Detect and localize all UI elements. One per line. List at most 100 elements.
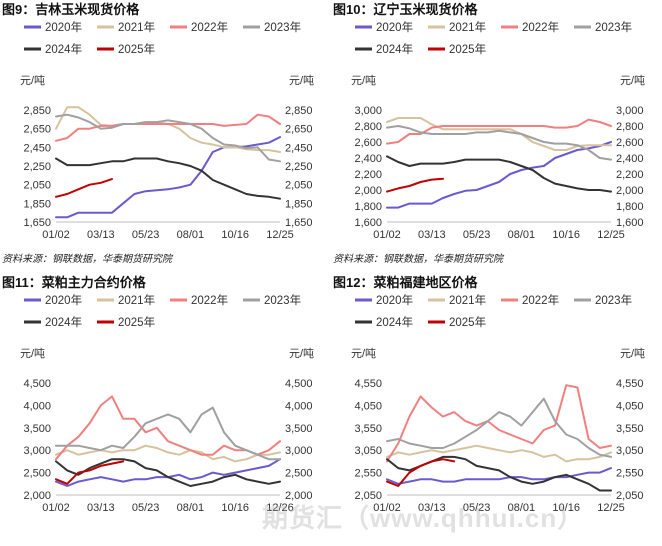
y-tick-label-left: 1,600 [354, 217, 382, 229]
chart-panel-rapeseed-meal-fujian: 图12：菜粕福建地区价格 2020年 2021年 2022年 2023年 2024年 202… [331, 273, 662, 546]
x-tick-label: 12/25 [597, 502, 625, 514]
y-axis-unit-right: 元/吨 [289, 74, 314, 87]
y-tick-label-right: 4,000 [285, 400, 313, 412]
source-note: 资料来源：钢联数据，华泰期货研究院 [333, 253, 505, 265]
x-tick-label: 10/16 [221, 502, 249, 514]
y-tick-label-right: 2,650 [285, 124, 313, 136]
y-tick-label-left: 3,500 [23, 423, 51, 435]
legend-label: 2021年 [449, 20, 486, 34]
y-tick-label-left: 2,850 [23, 105, 51, 117]
y-tick-label-right: 2,050 [285, 180, 313, 192]
chart-svg: 图10：辽宁玉米现货价格 2020年 2021年 2022年 2023年 2024年 202… [333, 2, 645, 265]
series-line-2020年 [55, 458, 281, 487]
series-line-2022年 [55, 395, 281, 461]
series-line-2021年 [386, 117, 612, 151]
y-tick-label-right: 2,250 [285, 161, 313, 173]
y-tick-label-left: 2,050 [23, 180, 51, 192]
x-tick-label: 01/02 [373, 229, 401, 241]
y-tick-label-right: 4,050 [616, 400, 644, 412]
y-tick-label-right: 2,450 [285, 142, 313, 154]
series-line-2023年 [55, 113, 281, 163]
y-tick-label-left: 2,050 [354, 490, 382, 502]
legend-label: 2023年 [595, 20, 632, 34]
y-tick-label-left: 2,400 [354, 153, 382, 165]
series-line-2023年 [386, 125, 612, 161]
legend-label: 2024年 [45, 42, 82, 56]
series-line-2024年 [55, 157, 281, 200]
y-tick-label-right: 3,000 [285, 445, 313, 457]
y-tick-label-left: 3,000 [354, 105, 382, 117]
y-tick-label-left: 2,000 [354, 185, 382, 197]
y-tick-label-right: 1,850 [285, 198, 313, 210]
series-line-2021年 [55, 444, 281, 463]
legend-label: 2020年 [376, 293, 413, 307]
x-tick-label: 12/26 [266, 502, 294, 514]
x-tick-label: 05/23 [132, 502, 160, 514]
x-tick-label: 12/25 [266, 229, 294, 241]
x-tick-label: 03/13 [418, 502, 446, 514]
x-tick-label: 03/13 [87, 229, 115, 241]
y-axis-unit-left: 元/吨 [20, 74, 45, 87]
y-tick-label-left: 4,550 [354, 378, 382, 390]
x-tick-label: 05/23 [463, 229, 491, 241]
legend-label: 2022年 [522, 293, 559, 307]
legend-label: 2022年 [191, 293, 228, 307]
y-tick-label-right: 4,500 [285, 378, 313, 390]
legend-label: 2021年 [449, 293, 486, 307]
y-tick-label-left: 2,800 [354, 121, 382, 133]
y-tick-label-left: 2,000 [23, 490, 51, 502]
legend-label: 2024年 [376, 42, 413, 56]
y-tick-label-right: 3,500 [285, 423, 313, 435]
watermark: 期货汇（www.qhhui.cn） [262, 503, 585, 533]
x-tick-label: 03/13 [87, 502, 115, 514]
series-line-2025年 [386, 177, 444, 193]
chart-svg: 图11：菜粕主力合约价格 2020年 2021年 2022年 2023年 2024年 202… [2, 275, 314, 514]
legend-label: 2020年 [45, 293, 82, 307]
series-line-2020年 [386, 141, 612, 209]
legend-label: 2023年 [264, 20, 301, 34]
y-tick-label-left: 1,650 [23, 217, 51, 229]
series-line-2022年 [386, 118, 612, 145]
y-axis-unit-right: 元/吨 [289, 347, 314, 360]
chart-panel-rapeseed-meal-main: 图11：菜粕主力合约价格 2020年 2021年 2022年 2023年 2024年 202… [0, 273, 331, 546]
legend-label: 2025年 [449, 42, 486, 56]
x-tick-label: 08/01 [177, 502, 205, 514]
y-tick-label-left: 3,550 [354, 423, 382, 435]
legend-label: 2022年 [522, 20, 559, 34]
legend-label: 2020年 [376, 20, 413, 34]
legend-label: 2025年 [118, 315, 155, 329]
series-line-2024年 [386, 455, 612, 492]
y-tick-label-right: 1,800 [616, 201, 644, 213]
y-tick-label-left: 1,800 [354, 201, 382, 213]
y-tick-label-left: 2,450 [23, 142, 51, 154]
y-tick-label-left: 3,050 [354, 445, 382, 457]
x-tick-label: 05/23 [132, 229, 160, 241]
x-tick-label: 01/02 [42, 502, 70, 514]
y-axis-unit-right: 元/吨 [620, 347, 645, 360]
x-tick-label: 10/16 [552, 502, 580, 514]
y-tick-label-left: 2,550 [354, 468, 382, 480]
y-tick-label-right: 2,800 [616, 121, 644, 133]
y-axis-unit-left: 元/吨 [351, 74, 376, 87]
chart-title: 图11：菜粕主力合约价格 [2, 275, 147, 290]
y-tick-label-left: 3,000 [23, 445, 51, 457]
y-tick-label-right: 4,550 [616, 378, 644, 390]
x-tick-label: 10/16 [221, 229, 249, 241]
x-tick-label: 08/01 [508, 502, 536, 514]
chart-title: 图10：辽宁玉米现货价格 [333, 2, 478, 17]
x-tick-label: 10/16 [552, 229, 580, 241]
legend-label: 2025年 [118, 42, 155, 56]
series-line-2024年 [386, 155, 612, 193]
y-tick-label-left: 4,050 [354, 400, 382, 412]
x-tick-label: 03/13 [418, 229, 446, 241]
y-tick-label-right: 2,500 [285, 468, 313, 480]
y-axis-unit-left: 元/吨 [351, 347, 376, 360]
y-tick-label-right: 2,000 [285, 490, 313, 502]
x-tick-label: 05/23 [463, 502, 491, 514]
legend-label: 2023年 [595, 293, 632, 307]
series-line-2020年 [386, 467, 612, 485]
x-tick-label: 01/02 [373, 502, 401, 514]
legend-label: 2022年 [191, 20, 228, 34]
chart-title: 图9：吉林玉米现货价格 [2, 2, 140, 17]
y-tick-label-right: 2,200 [616, 169, 644, 181]
